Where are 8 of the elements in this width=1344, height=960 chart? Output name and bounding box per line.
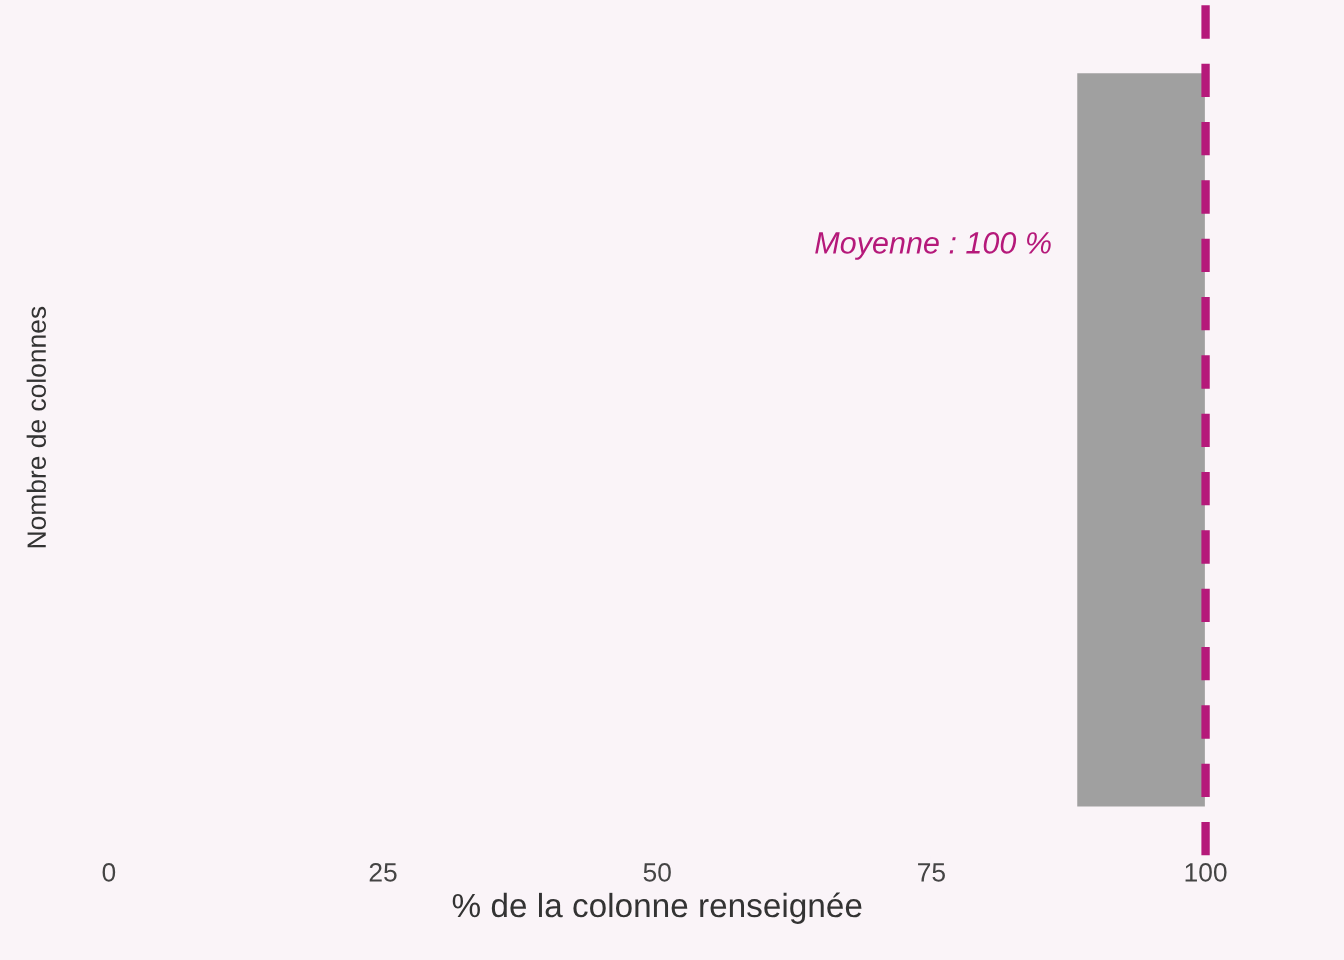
x-tick-label: 50	[643, 863, 671, 882]
y-axis-title: Nombre de colonnes	[26, 306, 47, 548]
x-tick-label: 0	[102, 863, 116, 882]
x-tick-label: 75	[918, 863, 945, 882]
x-tick-label: 100	[1185, 863, 1227, 882]
ref-line-label: Moyenne : 100 %	[815, 232, 1051, 260]
x-axis-title: % de la colonne renseignée	[452, 892, 862, 924]
x-tick-label: 25	[369, 863, 397, 882]
